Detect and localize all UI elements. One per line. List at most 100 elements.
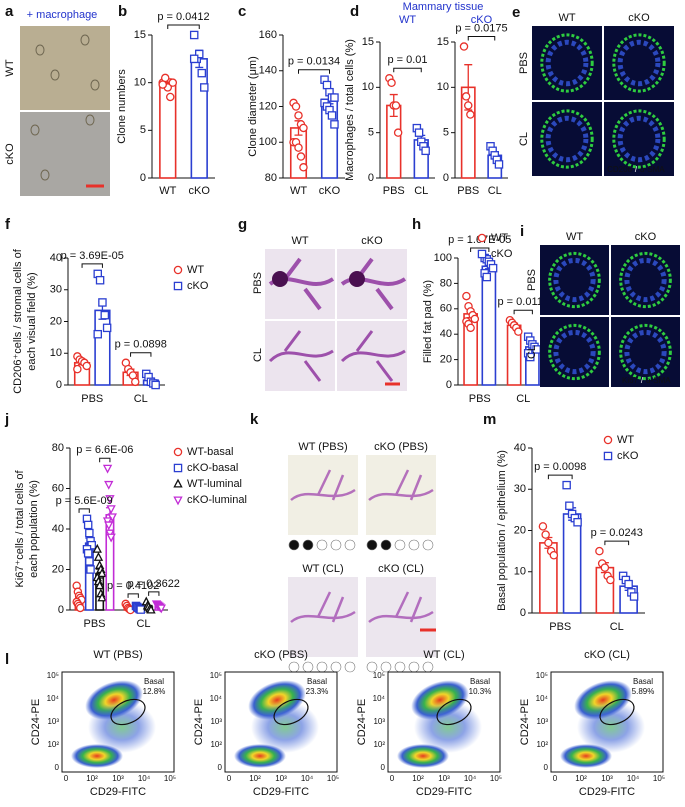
legend-marker xyxy=(603,451,613,461)
p-value-label: p = 0.0175 xyxy=(455,22,507,34)
y-tick-label: 10⁵ xyxy=(210,671,222,680)
y-tick-label: 0 xyxy=(58,604,64,616)
nuclei-ring xyxy=(624,329,667,375)
y-tick-label: 5 xyxy=(368,127,374,139)
image-label: cKO (CL) xyxy=(378,563,424,575)
panel-label: a xyxy=(5,3,14,20)
x-tick-label: 0 xyxy=(64,774,69,783)
y-tick-label: 60 xyxy=(52,482,64,494)
data-point xyxy=(86,565,95,574)
density xyxy=(251,701,319,753)
column-label: cKO xyxy=(628,12,650,24)
y-tick-label: 40 xyxy=(514,442,526,454)
image xyxy=(604,26,674,100)
x-axis-label: CD29-FITC xyxy=(90,786,146,798)
nuclei-ring xyxy=(617,39,661,87)
gland-branches xyxy=(368,469,434,501)
data-point xyxy=(299,123,308,133)
nuclei-ring xyxy=(545,39,589,87)
significance-bracket xyxy=(167,24,200,29)
stain-label: α-SMA xyxy=(646,376,671,385)
y-tick-label: 10³ xyxy=(210,717,222,726)
data-point xyxy=(526,352,535,362)
significance-bracket xyxy=(513,309,533,315)
row-label: PBS xyxy=(518,52,530,74)
y-tick-label: 80 xyxy=(440,277,452,289)
data-point xyxy=(562,480,571,490)
score-dot xyxy=(330,661,342,673)
y-tick-label: 20 xyxy=(50,315,62,327)
data-point xyxy=(330,120,339,129)
plot-title: WT (CL) xyxy=(423,649,464,661)
x-tick-label: 10⁵ xyxy=(653,774,665,783)
row-label: PBS xyxy=(252,272,264,294)
score-dot xyxy=(316,661,328,673)
legend-marker xyxy=(477,249,487,259)
chart-title: Mammary tissue xyxy=(403,1,484,13)
row-label: CL xyxy=(526,345,538,359)
p-value-label: p = 6.6E-06 xyxy=(76,444,133,456)
y-tick-label: 15 xyxy=(362,36,374,48)
chart-subtitle: cKO xyxy=(471,14,493,26)
score-dot xyxy=(288,539,300,551)
significance-bracket xyxy=(127,593,139,598)
y-tick-label: 0 xyxy=(56,379,62,391)
data-point xyxy=(470,314,480,324)
y-tick-label: 10⁵ xyxy=(47,671,59,680)
y-tick-label: 120 xyxy=(259,100,277,112)
duct-ring xyxy=(612,33,666,93)
y-tick-label: 20 xyxy=(440,354,452,366)
cell-clone xyxy=(30,124,40,136)
duct-ring xyxy=(548,323,601,381)
data-point xyxy=(544,538,553,548)
y-tick-label: 30 xyxy=(514,483,526,495)
data-point xyxy=(85,528,94,538)
data-point xyxy=(189,30,199,40)
data-point xyxy=(94,580,105,590)
significance-bracket xyxy=(99,457,111,463)
y-tick-label: 10⁴ xyxy=(373,694,386,703)
panel-label: c xyxy=(238,3,246,20)
significance-bracket xyxy=(81,263,103,268)
lymph-node xyxy=(349,271,365,287)
score-dot xyxy=(330,539,342,551)
duct-ring xyxy=(612,109,666,169)
data-point xyxy=(391,101,401,110)
data-point xyxy=(131,377,140,387)
x-tick-label: 10⁴ xyxy=(138,774,151,783)
data-point xyxy=(291,102,301,111)
data-point xyxy=(158,80,167,89)
legend-label: WT xyxy=(187,264,204,276)
data-point xyxy=(156,604,166,614)
score-dot xyxy=(422,661,434,673)
row-label: cKO xyxy=(4,143,16,165)
y-tick-label: 15 xyxy=(134,29,146,41)
y-tick-label: 10² xyxy=(373,740,385,749)
data-point xyxy=(104,480,114,490)
score-dot xyxy=(344,539,356,551)
y-axis-label: Basal population / epithelium (%) xyxy=(496,450,508,611)
gland-branches xyxy=(368,591,434,623)
row-label: PBS xyxy=(526,269,538,291)
x-tick-label: 10³ xyxy=(601,774,613,783)
legend-marker xyxy=(173,265,183,275)
gate-label: Basal xyxy=(144,677,164,686)
column-label: WT xyxy=(566,231,583,243)
stain-label: Ki67 xyxy=(622,376,639,385)
data-point xyxy=(93,329,102,339)
panel-label: k xyxy=(250,411,259,428)
legend-marker xyxy=(173,496,183,506)
data-point xyxy=(102,464,113,474)
gate-percent: 5.89% xyxy=(632,687,655,696)
p-value-label: p = 0.0134 xyxy=(288,56,340,68)
y-tick-label: 10³ xyxy=(536,717,548,726)
y-tick-label: 0 xyxy=(140,172,146,184)
gate-percent: 10.3% xyxy=(469,687,492,696)
score-dot xyxy=(344,661,356,673)
data-point xyxy=(197,68,207,78)
data-point xyxy=(98,298,107,307)
y-tick-label: 10 xyxy=(50,347,62,359)
significance-bracket xyxy=(393,67,422,73)
legend-label: cKO xyxy=(617,450,639,462)
significance-bracket xyxy=(470,247,490,252)
